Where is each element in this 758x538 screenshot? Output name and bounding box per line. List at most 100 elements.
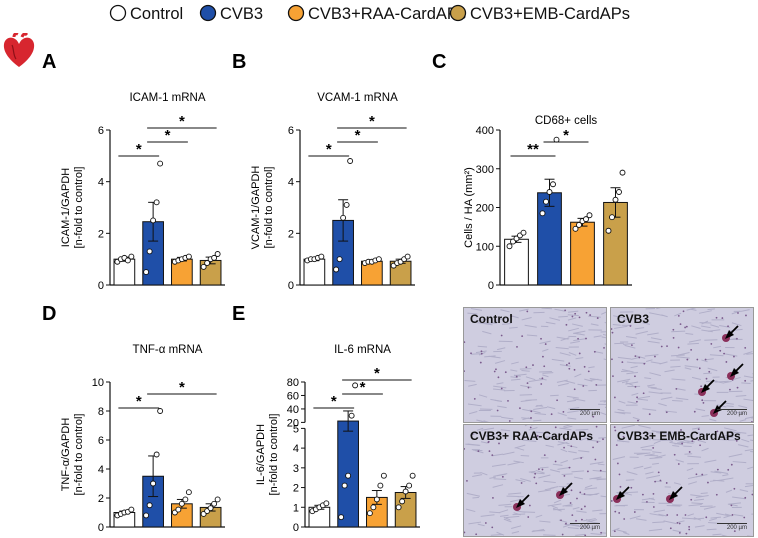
tissue-nucleus: [678, 522, 681, 525]
tissue-nucleus: [564, 309, 567, 312]
tissue-nucleus: [737, 312, 739, 314]
tissue-fiber: [559, 427, 572, 431]
tissue-fiber: [494, 360, 506, 364]
tissue-fiber: [598, 437, 606, 439]
tissue-fiber: [653, 509, 665, 513]
tissue-nucleus: [530, 417, 532, 419]
tissue-fiber: [678, 351, 690, 356]
tissue-nucleus: [519, 407, 521, 410]
micrograph-label: CVB3+ EMB-CardAPs: [617, 429, 741, 443]
data-point: [609, 214, 615, 221]
data-point: [406, 482, 413, 489]
tissue-fiber: [552, 507, 562, 512]
tissue-fiber: [647, 332, 659, 336]
legend-marker: [287, 4, 305, 22]
tissue-nucleus: [573, 368, 576, 371]
tissue-fiber: [676, 356, 690, 359]
tissue-fiber: [684, 365, 699, 368]
scale-bar-label: 200 µm: [579, 525, 600, 531]
data-point: [340, 214, 347, 221]
tissue-fiber: [714, 470, 728, 475]
panel-letter: C: [432, 51, 446, 73]
data-point: [338, 514, 345, 521]
tissue-fiber: [521, 370, 530, 372]
tissue-fiber: [721, 534, 728, 536]
tissue-fiber: [558, 315, 568, 318]
tissue-fiber: [538, 474, 551, 479]
tissue-nucleus: [751, 421, 753, 422]
tissue-fiber: [571, 524, 585, 528]
tissue-fiber: [638, 425, 651, 429]
y-axis-label: [n-fold to control]: [263, 167, 275, 249]
tissue-fiber: [603, 358, 606, 360]
tissue-nucleus: [594, 458, 597, 461]
tissue-nucleus: [541, 468, 544, 471]
tissue-fiber: [467, 443, 481, 446]
tissue-nucleus: [543, 365, 546, 368]
tissue-fiber: [584, 484, 593, 489]
tissue-fiber: [641, 497, 655, 501]
tissue-nucleus: [522, 434, 525, 437]
tissue-fiber: [723, 380, 732, 384]
tissue-fiber: [499, 509, 509, 514]
tissue-fiber: [612, 324, 621, 326]
data-point: [520, 229, 527, 236]
tissue-fiber: [586, 439, 601, 442]
significance-label: *: [136, 393, 142, 410]
arrow-head: [701, 384, 710, 393]
tissue-nucleus: [527, 386, 530, 389]
y-tick-label: 0: [293, 522, 299, 534]
tissue-fiber: [575, 357, 584, 360]
tissue-fiber: [681, 517, 696, 520]
tissue-nucleus: [685, 532, 688, 535]
tissue-nucleus: [600, 531, 603, 534]
tissue-fiber: [633, 465, 644, 470]
tissue-nucleus: [595, 384, 598, 386]
tissue-nucleus: [578, 352, 581, 355]
tissue-fiber: [750, 380, 753, 382]
tissue-fiber: [712, 380, 725, 384]
tissue-nucleus: [587, 370, 590, 373]
tissue-fiber: [737, 431, 747, 434]
tissue-fiber: [551, 505, 559, 509]
tissue-nucleus: [700, 385, 703, 388]
tissue-nucleus: [613, 530, 616, 533]
tissue-fiber: [675, 459, 684, 463]
tissue-fiber: [645, 471, 654, 475]
tissue-nucleus: [584, 505, 586, 508]
tissue-nucleus: [677, 314, 680, 317]
tissue-fiber: [493, 478, 507, 480]
tissue-fiber: [687, 455, 702, 458]
tissue-fiber: [731, 322, 742, 327]
tissue-fiber: [600, 495, 606, 498]
tissue-nucleus: [716, 430, 719, 433]
tissue-fiber: [625, 335, 637, 339]
tissue-nucleus: [498, 442, 500, 445]
tissue-fiber: [684, 367, 692, 370]
tissue-fiber: [701, 329, 713, 333]
significance-label: *: [563, 127, 569, 144]
tissue-fiber: [487, 322, 495, 324]
tissue-fiber: [733, 514, 744, 517]
data-point: [182, 496, 189, 503]
tissue-fiber: [695, 408, 706, 412]
tissue-nucleus: [554, 426, 557, 429]
tissue-fiber: [490, 534, 503, 536]
tissue-nucleus: [730, 504, 733, 507]
tissue-fiber: [720, 434, 734, 438]
tissue-fiber: [555, 346, 569, 350]
chart-title: CD68+ cells: [535, 115, 598, 127]
significance-label: *: [165, 127, 171, 144]
tissue-fiber: [604, 343, 606, 345]
tissue-fiber: [720, 477, 734, 481]
tissue-fiber: [722, 474, 729, 477]
tissue-nucleus: [684, 514, 687, 516]
data-point: [373, 496, 380, 503]
tissue-fiber: [701, 359, 708, 363]
data-point: [404, 253, 411, 260]
data-point: [550, 181, 556, 188]
tissue-fiber: [535, 404, 543, 408]
micrograph-cvb3: CVB3 200 µm: [610, 307, 754, 423]
y-tick-label: 2: [293, 483, 299, 495]
tissue-fiber: [568, 523, 580, 527]
